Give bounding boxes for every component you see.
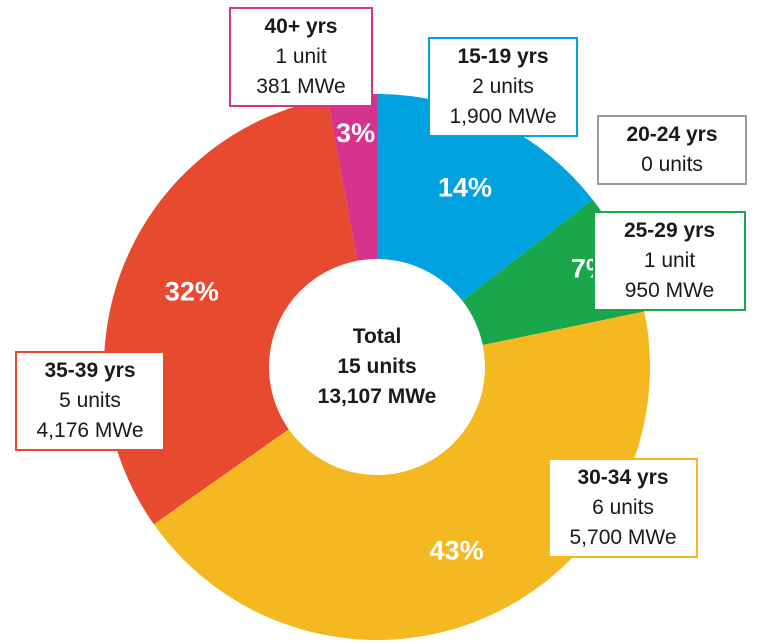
callout-units: 5 units bbox=[59, 389, 121, 412]
callout-30-34-yrs: 30-34 yrs 6 units 5,700 MWe bbox=[548, 458, 698, 558]
callout-units: 2 units bbox=[472, 75, 534, 98]
callout-15-19-yrs: 15-19 yrs 2 units 1,900 MWe bbox=[428, 37, 578, 137]
callout-category: 40+ yrs bbox=[264, 15, 338, 38]
callout-category: 15-19 yrs bbox=[457, 45, 549, 68]
slice-percent-labels: 14%7%43%32%3% bbox=[165, 118, 610, 566]
callout-35-39-yrs: 35-39 yrs 5 units 4,176 MWe bbox=[15, 351, 165, 451]
slice-15-19-yrs bbox=[377, 94, 593, 301]
callout-capacity: 950 MWe bbox=[624, 279, 715, 302]
callout-20-24-yrs: 20-24 yrs 0 units bbox=[597, 115, 747, 185]
callout-capacity: 1,900 MWe bbox=[449, 105, 557, 128]
callout-category: 25-29 yrs bbox=[623, 219, 716, 242]
percent-label: 43% bbox=[430, 535, 484, 565]
slice-35-39-yrs bbox=[103, 98, 358, 525]
callout-category: 20-24 yrs bbox=[626, 123, 718, 146]
callout-category: 30-34 yrs bbox=[577, 466, 669, 489]
callout-units: 1 unit bbox=[643, 249, 696, 272]
percent-label: 14% bbox=[438, 172, 492, 202]
percent-label: 3% bbox=[336, 118, 375, 148]
slice-40-yrs bbox=[327, 94, 377, 261]
callout-25-29-yrs: 25-29 yrs 1 unit 950 MWe bbox=[593, 211, 746, 311]
callout-units: 6 units bbox=[592, 496, 654, 519]
center-total-label: Total bbox=[353, 325, 402, 348]
callout-category: 35-39 yrs bbox=[44, 359, 136, 382]
center-units-label: 15 units bbox=[337, 355, 416, 378]
callout-units: 1 unit bbox=[275, 45, 327, 68]
center-capacity-label: 13,107 MWe bbox=[318, 385, 437, 408]
slice-30-34-yrs bbox=[153, 311, 651, 641]
callout-units: 0 units bbox=[641, 153, 703, 176]
callout-capacity: 4,176 MWe bbox=[36, 419, 144, 442]
percent-label: 32% bbox=[165, 276, 219, 306]
callout-40-yrs: 40+ yrs 1 unit 381 MWe bbox=[229, 7, 373, 107]
callout-capacity: 5,700 MWe bbox=[569, 526, 677, 549]
callout-capacity: 381 MWe bbox=[256, 75, 346, 98]
